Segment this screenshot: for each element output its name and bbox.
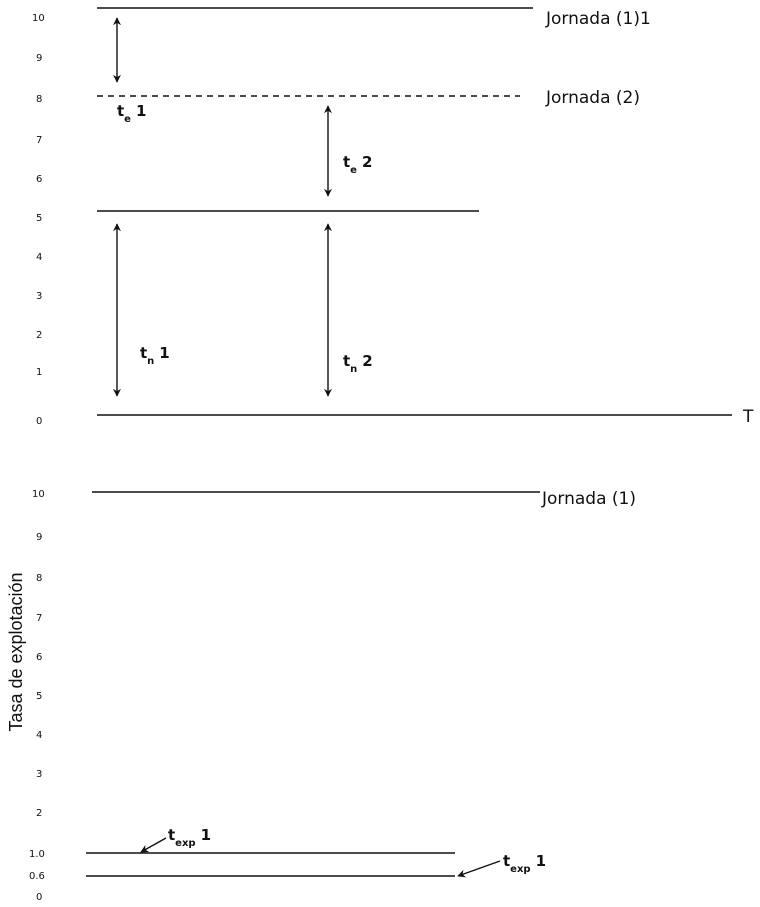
top-tick-0: 0 (36, 416, 42, 427)
bottom-tick-5: 5 (36, 691, 42, 702)
y-axis-label: Tasa de explotación (6, 572, 26, 731)
bottom-panel: Tasa de explotación 10 9 8 7 6 5 4 3 2 1… (6, 489, 636, 903)
bottom-tick-2: 2 (36, 808, 42, 819)
bottom-tick-1-0: 1.0 (29, 849, 45, 860)
texp-lower-arrow (457, 860, 501, 878)
top-tick-5: 5 (36, 213, 42, 224)
top-tick-7: 7 (36, 135, 42, 146)
bottom-tick-6: 6 (36, 652, 42, 663)
te1-label: te 1 (117, 102, 146, 125)
te2-label: te 2 (343, 153, 372, 176)
texp-upper-arrow (140, 837, 167, 853)
bottom-tick-10: 10 (32, 489, 45, 500)
bottom-y-ticks: 10 9 8 7 6 5 4 3 2 1.0 0.6 0 (29, 489, 45, 903)
tn2-label: tn 2 (343, 352, 373, 375)
top-tick-10: 10 (32, 13, 45, 24)
jornada-1-label: Jornada (1) (541, 489, 636, 509)
jornada-2-label: Jornada (2) (545, 88, 640, 108)
jornada-1-1-label: Jornada (1)1 (545, 9, 651, 29)
bottom-tick-9: 9 (36, 532, 42, 543)
t-axis-label: T (742, 407, 754, 427)
bottom-tick-8: 8 (36, 573, 42, 584)
top-tick-3: 3 (36, 291, 42, 302)
texp-lower-label: texp 1 (503, 852, 546, 875)
bottom-tick-3: 3 (36, 769, 42, 780)
top-panel: 10 9 8 7 6 5 4 3 2 1 0 Jornada (1)1 Jorn… (32, 7, 754, 427)
bottom-tick-0: 0 (36, 892, 42, 903)
bottom-tick-4: 4 (36, 730, 42, 741)
bottom-tick-0-6: 0.6 (29, 871, 45, 882)
top-tick-1: 1 (36, 367, 42, 378)
top-tick-6: 6 (36, 174, 42, 185)
top-tick-2: 2 (36, 330, 42, 341)
texp-upper-label: texp 1 (168, 826, 211, 849)
top-tick-4: 4 (36, 252, 42, 263)
tn1-label: tn 1 (140, 344, 170, 367)
bottom-tick-7: 7 (36, 613, 42, 624)
top-tick-9: 9 (36, 53, 42, 64)
top-y-ticks: 10 9 8 7 6 5 4 3 2 1 0 (32, 13, 45, 427)
top-tick-8: 8 (36, 94, 42, 105)
